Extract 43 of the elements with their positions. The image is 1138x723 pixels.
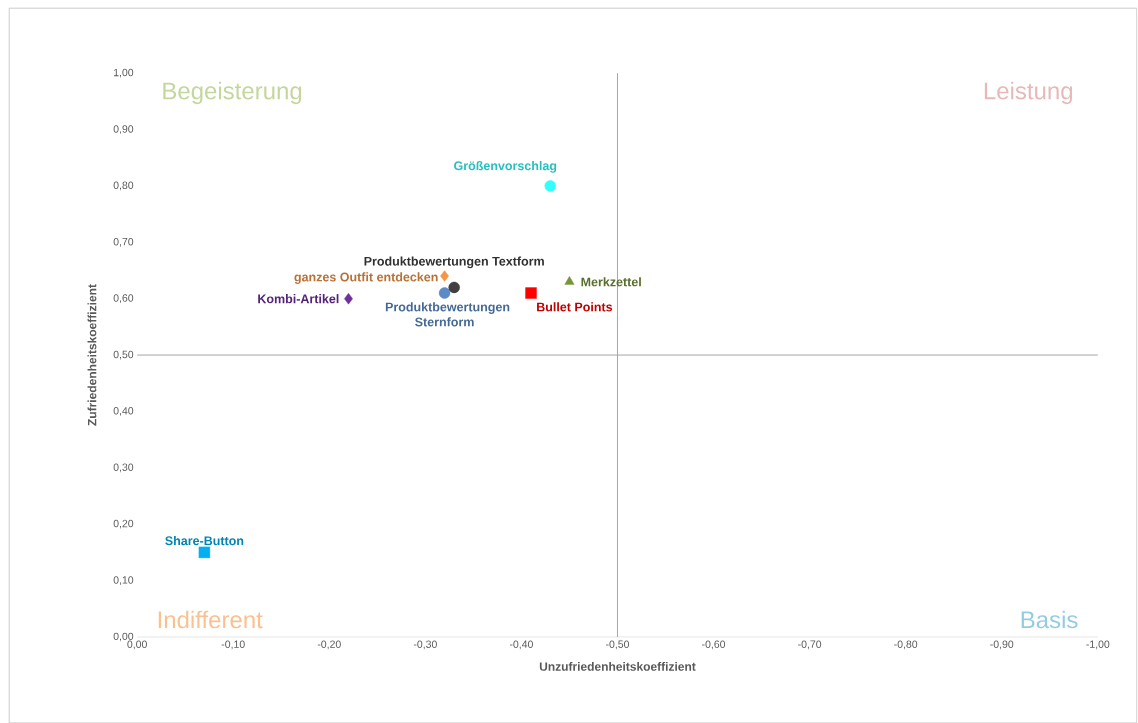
point [525, 287, 537, 299]
y-tick-label: 0,60 [113, 294, 134, 303]
y-tick-label: 0,10 [113, 576, 134, 585]
y-tick-label: 0,00 [113, 632, 134, 642]
point [440, 270, 449, 282]
x-axis-title: Unzufriedenheitskoeffizient [539, 661, 696, 671]
series-label: Größenvorschlag [454, 160, 557, 173]
x-tick-label: -0,10 [221, 640, 245, 649]
series-label: Produktbewertungen Textform [364, 256, 544, 269]
y-tick-label: 0,40 [113, 406, 134, 416]
x-tick-label: -0,90 [990, 640, 1014, 649]
point [198, 546, 211, 558]
series-label: Bullet Points [537, 302, 613, 312]
series-label: Merkzettel [581, 277, 641, 287]
x-tick-label: -0,30 [413, 640, 437, 649]
point [544, 180, 556, 192]
annotation: Indifferent [158, 610, 263, 629]
x-tick-label: -0,20 [317, 640, 341, 649]
annotation: Leistung [984, 81, 1073, 105]
annotation: Basis [1021, 610, 1078, 629]
y-tick-label: 0,50 [113, 350, 134, 360]
y-tick-label: 0,90 [113, 125, 134, 134]
point [564, 275, 575, 285]
y-tick-label: 0,70 [113, 237, 134, 247]
point [438, 287, 451, 299]
x-tick-label: 0,00 [127, 640, 147, 649]
series-label: Kombi-Artikel [258, 293, 339, 304]
x-tick-label: -0,40 [509, 640, 533, 649]
y-tick-label: 0,80 [113, 181, 134, 191]
y-tick-label: 1,00 [114, 68, 134, 78]
y-tick-label: 0,30 [113, 463, 134, 472]
point [448, 281, 460, 293]
annotation: Begeisterung [163, 81, 302, 105]
x-tick-label: -0,80 [894, 640, 918, 649]
x-tick-label: -0,70 [798, 640, 822, 649]
x-tick-label: -0,50 [605, 640, 630, 649]
x-tick-label: -0,60 [702, 640, 726, 649]
series-label: ganzes Outfit entdecken [294, 272, 438, 284]
series-label: Share-Button [165, 535, 244, 546]
y-axis-title: Zufriedenheitskoeffizient [87, 284, 97, 426]
y-tick-label: 0,20 [113, 519, 134, 529]
x-tick-label: -1,00 [1086, 640, 1110, 649]
series-label: Produktbewertungen Sternform [385, 302, 510, 327]
